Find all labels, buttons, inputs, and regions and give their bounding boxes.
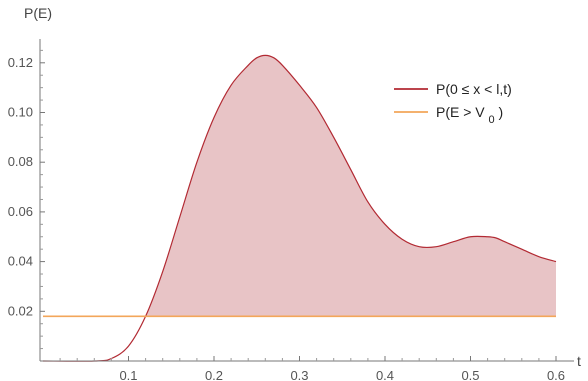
x-tick-label-0.6: 0.6 xyxy=(547,368,565,381)
y-tick-label-0.10: 0.10 xyxy=(8,105,33,120)
y-tick-label-0.04: 0.04 xyxy=(8,254,33,269)
series-line-probability xyxy=(42,54,557,362)
legend-label-threshold-suffix: ) xyxy=(499,104,504,120)
legend-label-probability: P(0 ≤ x < l,t) xyxy=(436,81,512,97)
y-tick-label-0.08: 0.08 xyxy=(8,154,33,169)
legend-label-threshold: P(E > V 0 ) xyxy=(436,104,503,126)
x-tick-label-0.1: 0.1 xyxy=(119,368,137,381)
x-axis-label: t xyxy=(577,353,581,369)
plot-area xyxy=(42,54,557,362)
legend: P(0 ≤ x < l,t) P(E > V 0 ) xyxy=(394,81,512,126)
axes-group: 0.1 0.2 0.3 0.4 0.5 0.6 0.020.040.060.080.100… xyxy=(8,39,574,381)
y-tick-label-0.02: 0.02 xyxy=(8,303,33,318)
y-tick-label-0.12: 0.12 xyxy=(8,55,33,70)
x-tick-labels-group: 0.1 0.2 0.3 0.4 0.5 0.6 xyxy=(119,368,565,381)
y-tick-labels-group: 0.02 0.04 0.06 0.08 0.10 0.12 xyxy=(8,55,33,318)
probability-fill-area xyxy=(144,55,556,320)
x-tick-label-0.2: 0.2 xyxy=(205,368,223,381)
x-tick-label-0.5: 0.5 xyxy=(461,368,479,381)
y-tick-label-0.06: 0.06 xyxy=(8,204,33,219)
legend-label-threshold-subscript: 0 xyxy=(489,114,495,126)
y-axis-label: P(E) xyxy=(24,5,52,21)
legend-label-threshold-main: P(E > V xyxy=(436,104,485,120)
x-tick-label-0.3: 0.3 xyxy=(290,368,308,381)
y-ticks-group xyxy=(40,49,45,350)
x-ticks-group xyxy=(59,356,557,361)
x-tick-label-0.4: 0.4 xyxy=(376,368,394,381)
